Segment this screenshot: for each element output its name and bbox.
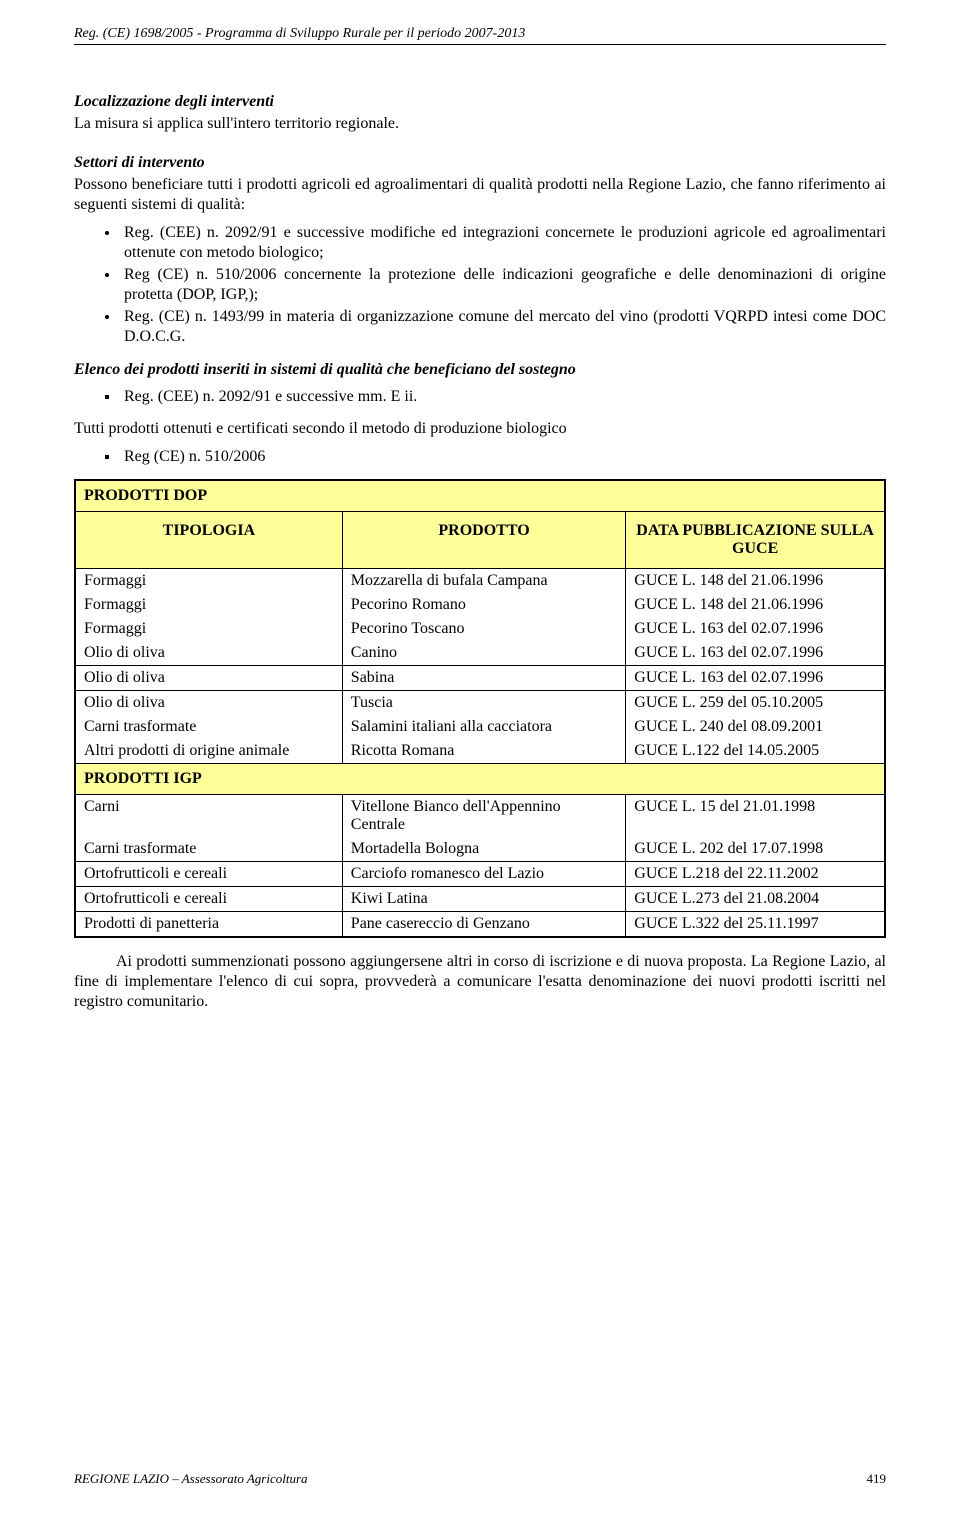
cell: GUCE L.218 del 22.11.2002: [626, 862, 885, 887]
page-number: 419: [867, 1471, 887, 1487]
cell: GUCE L. 163 del 02.07.1996: [626, 641, 885, 666]
closing-text: Ai prodotti summenzionati possono aggiun…: [74, 952, 886, 1012]
cell: Ortofrutticoli e cereali: [75, 887, 342, 912]
cell: GUCE L. 163 del 02.07.1996: [626, 666, 885, 691]
section-settori-title: Settori di intervento: [74, 154, 886, 172]
cell: GUCE L. 148 del 21.06.1996: [626, 593, 885, 617]
col-tipologia: TIPOLOGIA: [75, 512, 342, 569]
cell: GUCE L. 148 del 21.06.1996: [626, 569, 885, 594]
section-igp-header: PRODOTTI IGP: [75, 764, 885, 795]
cell: Carni: [75, 795, 342, 838]
products-table: PRODOTTI DOP TIPOLOGIA PRODOTTO DATA PUB…: [74, 479, 886, 938]
cell: GUCE L. 259 del 05.10.2005: [626, 691, 885, 716]
cell: Olio di oliva: [75, 691, 342, 716]
cell: GUCE L.273 del 21.08.2004: [626, 887, 885, 912]
cell: Pecorino Toscano: [342, 617, 626, 641]
list-item: Reg. (CE) n. 1493/99 in materia di organ…: [120, 307, 886, 347]
cell: Salamini italiani alla cacciatora: [342, 715, 626, 739]
section-localizzazione-body: La misura si applica sull'intero territo…: [74, 114, 886, 134]
cell: Pecorino Romano: [342, 593, 626, 617]
cell: Carciofo romanesco del Lazio: [342, 862, 626, 887]
footer-left: REGIONE LAZIO – Assessorato Agricoltura: [74, 1471, 308, 1486]
cell: Tuscia: [342, 691, 626, 716]
section-localizzazione-title: Localizzazione degli interventi: [74, 93, 886, 111]
cell: Canino: [342, 641, 626, 666]
cell: Carni trasformate: [75, 837, 342, 862]
cell: Mozzarella di bufala Campana: [342, 569, 626, 594]
cell: Olio di oliva: [75, 641, 342, 666]
list-item: Reg (CE) n. 510/2006: [120, 447, 886, 467]
reg-list-2: Reg (CE) n. 510/2006: [74, 447, 886, 467]
section-settori-body: Possono beneficiare tutti i prodotti agr…: [74, 175, 886, 215]
section-dop-header: PRODOTTI DOP: [75, 480, 885, 512]
cell: GUCE L. 163 del 02.07.1996: [626, 617, 885, 641]
col-data: DATA PUBBLICAZIONE SULLA GUCE: [626, 512, 885, 569]
cell: Formaggi: [75, 617, 342, 641]
cell: GUCE L. 202 del 17.07.1998: [626, 837, 885, 862]
cell: Vitellone Bianco dell'Appennino Centrale: [342, 795, 626, 838]
cell: Mortadella Bologna: [342, 837, 626, 862]
quality-systems-list: Reg. (CEE) n. 2092/91 e successive modif…: [74, 223, 886, 347]
reg-list-1: Reg. (CEE) n. 2092/91 e successive mm. E…: [74, 387, 886, 407]
cell: Ortofrutticoli e cereali: [75, 862, 342, 887]
cell: Sabina: [342, 666, 626, 691]
cell: GUCE L. 15 del 21.01.1998: [626, 795, 885, 838]
cell: GUCE L. 240 del 08.09.2001: [626, 715, 885, 739]
page-header: Reg. (CE) 1698/2005 - Programma di Svilu…: [74, 26, 886, 45]
cell: Kiwi Latina: [342, 887, 626, 912]
cell: Altri prodotti di origine animale: [75, 739, 342, 764]
cell: Pane casereccio di Genzano: [342, 912, 626, 938]
cell: GUCE L.322 del 25.11.1997: [626, 912, 885, 938]
cell: Formaggi: [75, 593, 342, 617]
list-item: Reg (CE) n. 510/2006 concernente la prot…: [120, 265, 886, 305]
cell: Ricotta Romana: [342, 739, 626, 764]
page-footer: REGIONE LAZIO – Assessorato Agricoltura …: [74, 1471, 886, 1487]
cell: Formaggi: [75, 569, 342, 594]
list-item: Reg. (CEE) n. 2092/91 e successive mm. E…: [120, 387, 886, 407]
cell: GUCE L.122 del 14.05.2005: [626, 739, 885, 764]
col-prodotto: PRODOTTO: [342, 512, 626, 569]
tutti-prodotti-text: Tutti prodotti ottenuti e certificati se…: [74, 419, 886, 439]
cell: Olio di oliva: [75, 666, 342, 691]
elenco-title: Elenco dei prodotti inseriti in sistemi …: [74, 361, 886, 379]
cell: Carni trasformate: [75, 715, 342, 739]
list-item: Reg. (CEE) n. 2092/91 e successive modif…: [120, 223, 886, 263]
closing-line-1: Ai prodotti summenzionati possono aggiun…: [116, 953, 747, 970]
cell: Prodotti di panetteria: [75, 912, 342, 938]
